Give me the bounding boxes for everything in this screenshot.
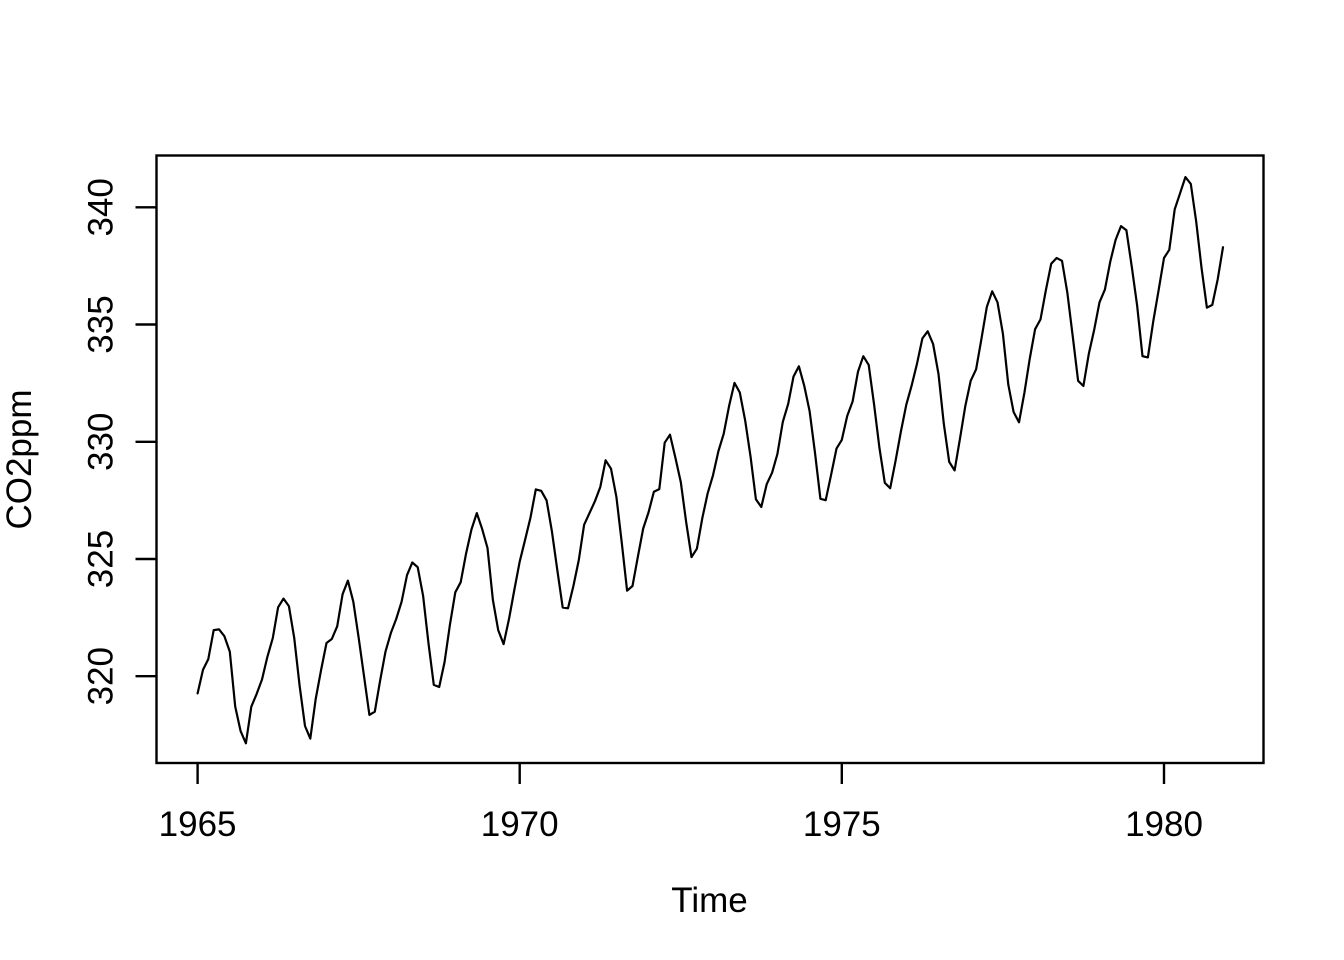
- co2-series-line: [196, 176, 1225, 745]
- x-tick-label: 1980: [1125, 805, 1203, 844]
- x-tick-label: 1970: [481, 805, 559, 844]
- y-tick-label: 335: [82, 295, 121, 353]
- y-axis: 320 325 330 335 340: [82, 178, 157, 705]
- y-tick-label: 340: [82, 178, 121, 236]
- plot-box: [155, 154, 1265, 765]
- y-tick-label: 330: [82, 413, 121, 471]
- x-tick-label: 1965: [159, 805, 237, 844]
- x-axis: 1965 1970 1975 1980: [159, 763, 1203, 844]
- y-tick-label: 325: [82, 530, 121, 588]
- x-axis-title: Time: [671, 881, 747, 920]
- x-tick-label: 1975: [803, 805, 881, 844]
- y-axis-title: CO2ppm: [0, 389, 39, 529]
- y-tick-label: 320: [82, 647, 121, 705]
